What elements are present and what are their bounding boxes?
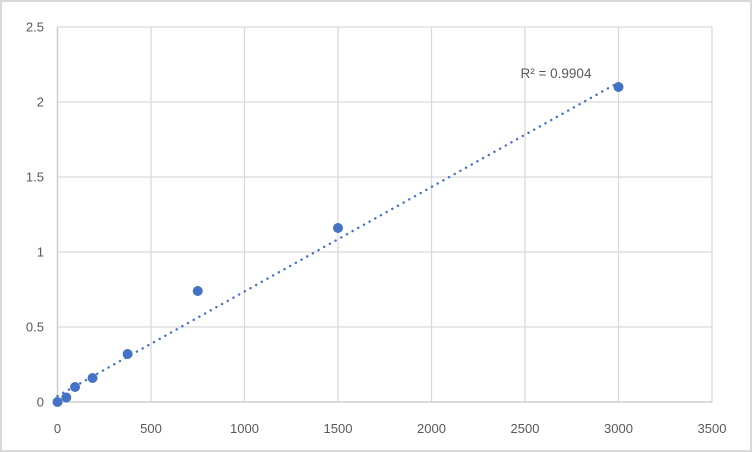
data-point-marker (52, 397, 63, 407)
data-point-marker (87, 373, 98, 383)
x-tick-label: 3000 (604, 421, 633, 436)
y-tick-label: 1 (37, 245, 44, 260)
x-tick-label: 2000 (417, 421, 446, 436)
x-tick-label: 2500 (511, 421, 540, 436)
data-point-marker (70, 382, 81, 392)
y-tick-label: 1.5 (26, 170, 44, 185)
data-point-marker (333, 223, 343, 233)
r-squared-annotation: R² = 0.9904 (520, 66, 592, 81)
x-tick-label: 1000 (230, 421, 259, 436)
x-tick-label: 3500 (698, 421, 727, 436)
y-tick-label: 2 (37, 95, 44, 110)
data-point-marker (613, 82, 624, 92)
x-tick-label: 500 (140, 421, 162, 436)
y-tick-label: 2.5 (26, 20, 44, 35)
data-point-marker (122, 349, 133, 359)
y-tick-label: 0 (37, 395, 44, 410)
y-tick-label: 0.5 (26, 320, 44, 335)
x-tick-label: 1500 (324, 421, 353, 436)
data-point-marker (192, 286, 203, 296)
x-tick-label: 0 (54, 421, 61, 436)
data-point-marker (61, 392, 72, 403)
